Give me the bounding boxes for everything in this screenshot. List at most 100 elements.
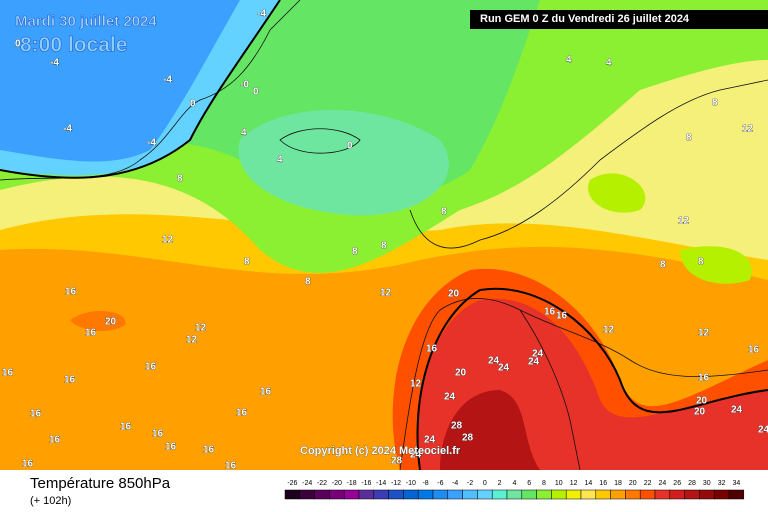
scale-label: -22 bbox=[317, 480, 327, 487]
contour-labels: -4 0 -4 -4 -0 0 0 -4 -4 4 4 0 8 12 8 8 8 8 8 12 4 4 8 12 8 12 8 8 16… bbox=[2, 8, 768, 472]
contour-label: 16 bbox=[145, 362, 157, 373]
contour-label: 28 bbox=[391, 456, 403, 467]
contour-label: 0 bbox=[253, 87, 259, 98]
scale-swatch bbox=[625, 489, 641, 500]
contour-label: 12 bbox=[186, 335, 198, 346]
scale-label: -4 bbox=[452, 480, 458, 487]
coastline bbox=[409, 79, 768, 249]
scale-swatch bbox=[329, 489, 345, 500]
scale-swatch bbox=[610, 489, 626, 500]
scale-label: -20 bbox=[332, 480, 342, 487]
contour-label: 0 bbox=[347, 141, 353, 152]
scale-label: 14 bbox=[585, 480, 593, 487]
scale-swatch bbox=[699, 489, 715, 500]
region bbox=[680, 246, 752, 284]
scale-label: -26 bbox=[287, 480, 297, 487]
scale-swatch bbox=[358, 489, 375, 500]
contour-label: 16 bbox=[698, 373, 710, 384]
contour-label: 28 bbox=[462, 433, 474, 444]
run-info: Run GEM 0 Z du Vendredi 26 juillet 2024 bbox=[480, 13, 690, 25]
scale-label: 22 bbox=[644, 480, 652, 487]
scale-swatch bbox=[551, 489, 567, 500]
contour-label: 4 bbox=[241, 128, 247, 139]
contour-label: 16 bbox=[225, 461, 237, 472]
scale-label: -6 bbox=[437, 480, 443, 487]
scale-label: -8 bbox=[422, 480, 428, 487]
region bbox=[0, 0, 240, 162]
scale-label: -24 bbox=[302, 480, 312, 487]
scale-label: 20 bbox=[629, 480, 637, 487]
color-scale: -26 -24 -22 -20 -18 -16 -14 -12 -10 -8 -6 -4 -2 0 2 4 6 8… bbox=[284, 480, 745, 500]
scale-label: -12 bbox=[391, 480, 401, 487]
scale-swatch bbox=[521, 489, 537, 500]
contour-label: 24 bbox=[410, 450, 422, 461]
scale-swatch bbox=[343, 489, 360, 500]
scale-label: 24 bbox=[659, 480, 667, 487]
scale-label: -10 bbox=[406, 480, 416, 487]
contour-label: -4 bbox=[63, 124, 72, 135]
contour-label: 4 bbox=[277, 155, 283, 166]
scale-swatch bbox=[684, 489, 700, 500]
scale-label: -14 bbox=[376, 480, 386, 487]
contour-label: 16 bbox=[236, 408, 248, 419]
contour-label: 16 bbox=[544, 307, 556, 318]
isotherm bbox=[416, 287, 768, 471]
scale-label: 2 bbox=[498, 480, 502, 487]
contour-label: 20 bbox=[448, 289, 460, 300]
contour-label: 24 bbox=[424, 435, 436, 446]
scale-swatch bbox=[595, 489, 611, 500]
scale-swatch bbox=[536, 489, 552, 500]
scale-label: 6 bbox=[527, 480, 531, 487]
contour-label: 16 bbox=[22, 459, 34, 470]
contour-label: 16 bbox=[65, 287, 77, 298]
scale-swatch bbox=[299, 489, 315, 500]
contour-label: 8 bbox=[352, 247, 358, 258]
contour-label: 24 bbox=[758, 425, 768, 436]
contour-label: 0 bbox=[190, 99, 196, 110]
contour-label: 24 bbox=[444, 392, 456, 403]
scale-swatch bbox=[506, 489, 523, 500]
contour-label: 16 bbox=[260, 387, 272, 398]
copyright: Copyright (c) 2024 Meteociel.fr bbox=[300, 445, 461, 457]
scale-label: 32 bbox=[718, 480, 726, 487]
scale-label: 30 bbox=[703, 480, 711, 487]
scale-label: 4 bbox=[512, 480, 516, 487]
contour-label: 12 bbox=[603, 325, 615, 336]
contour-label: 4 bbox=[566, 55, 572, 66]
contour-label: 16 bbox=[85, 328, 97, 339]
contour-label: 16 bbox=[2, 368, 14, 379]
scale-swatch bbox=[462, 489, 478, 500]
scale-label: 10 bbox=[555, 480, 563, 487]
run-box bbox=[470, 10, 768, 29]
contour-label: 8 bbox=[244, 257, 250, 268]
contour-label: 24 bbox=[528, 357, 540, 368]
region bbox=[238, 110, 449, 216]
contour-label: -4 bbox=[50, 58, 59, 69]
scale-label: 34 bbox=[733, 480, 741, 487]
contour-label: 12 bbox=[678, 216, 690, 227]
contour-label: 16 bbox=[49, 435, 61, 446]
contour-label: 0 bbox=[15, 39, 21, 50]
scale-swatch bbox=[388, 489, 404, 500]
scale-swatch bbox=[654, 489, 671, 500]
scale-label: -18 bbox=[347, 480, 357, 487]
scale-swatch bbox=[373, 489, 389, 500]
scale-swatch bbox=[403, 489, 419, 500]
contour-label: -4 bbox=[257, 9, 266, 20]
contour-label: 12 bbox=[742, 124, 754, 135]
contour-label: 16 bbox=[30, 409, 42, 420]
scale-swatch bbox=[314, 489, 330, 500]
contour-label: 24 bbox=[498, 363, 510, 374]
contour-label: 16 bbox=[120, 422, 132, 433]
isotherm bbox=[0, 0, 281, 179]
coastline bbox=[519, 309, 581, 471]
contour-label: 24 bbox=[488, 356, 500, 367]
contour-label: 8 bbox=[441, 207, 447, 218]
contour-label: 16 bbox=[165, 442, 177, 453]
scale-swatch bbox=[565, 489, 582, 500]
contour-label: 16 bbox=[556, 311, 568, 322]
contour-label: -4 bbox=[147, 138, 156, 149]
region bbox=[588, 173, 646, 213]
scale-swatch bbox=[728, 489, 745, 500]
contour-label: 8 bbox=[686, 133, 692, 144]
